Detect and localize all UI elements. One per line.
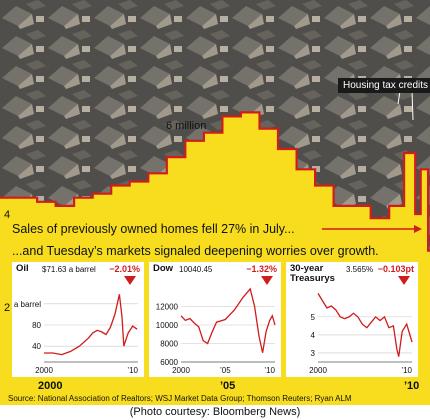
dow-title: Dow: [153, 263, 174, 274]
dow-y-tick: 12000: [156, 303, 179, 312]
dow-series-line: [180, 287, 276, 353]
treasurys-y-tick: 3: [311, 349, 316, 358]
annotation-pointer: [397, 90, 401, 105]
oil-chart: $120 a barrel 80 40 2000 ’10: [12, 294, 139, 375]
dow-y-tick: 6000: [160, 358, 178, 367]
photo-credit: (Photo courtesy: Bloomberg News): [129, 406, 301, 418]
dow-down-arrow-icon: [261, 276, 273, 285]
source-note: Source: National Association of Realtors…: [8, 394, 352, 403]
oil-panel: $120 a barrel 80 40 2000 ’10 Oil $71.63 a ba…: [12, 262, 144, 377]
dow-y-tick: 8000: [160, 340, 178, 349]
dow-panel: 12000 10000 8000 6000 2000 ’05 ’10 Dow 10040.4…: [149, 262, 281, 377]
y-tick-4: 4: [4, 209, 11, 221]
oil-x-tick: ’10: [127, 366, 138, 375]
x-tick-10: ’10: [404, 380, 420, 392]
oil-title: Oil: [16, 263, 29, 274]
treasurys-y-tick: 5: [311, 313, 316, 322]
home-sales-line: [0, 111, 430, 252]
headline-2: ...and Tuesday’s markets signaled deepen…: [12, 244, 379, 258]
dow-x-tick: ’10: [264, 366, 275, 375]
oil-series-line: [44, 294, 138, 356]
oil-y-tick: 40: [32, 342, 41, 351]
unit-label: 6 million: [166, 120, 207, 132]
dow-change: −1.32%: [246, 264, 277, 274]
oil-change: −2.01%: [109, 264, 140, 274]
x-tick-2000: 2000: [38, 380, 63, 392]
oil-down-arrow-icon: [124, 276, 136, 285]
treasurys-yield: 3.565%: [346, 265, 374, 274]
home-sales-area-chart: [0, 0, 430, 405]
oil-x-tick: 2000: [35, 366, 53, 375]
treasurys-x-tick: ’10: [401, 366, 412, 375]
dow-price: 10040.45: [179, 265, 213, 274]
infographic: 6 million Housing tax credits 4 2 Sales …: [0, 0, 430, 405]
headline-arrow-head: [414, 225, 422, 233]
x-tick-05: ’05: [220, 380, 236, 392]
dow-x-tick: 2000: [172, 366, 190, 375]
treasurys-x-tick: 2000: [309, 366, 327, 375]
oil-y-tick: 80: [32, 321, 41, 330]
treasurys-title: 30-year Treasurys: [290, 263, 335, 284]
treasurys-series-line: [317, 293, 413, 357]
headline-1: Sales of previously owned homes fell 27%…: [12, 222, 295, 236]
oil-price: $71.63 a barrel: [42, 265, 96, 274]
tax-credit-annotation: Housing tax credits: [338, 78, 430, 93]
y-tick-2: 2: [4, 302, 11, 314]
annotation-pointer-2: [411, 90, 414, 121]
dow-y-tick: 10000: [156, 321, 179, 330]
oil-y-tick: $120 a barrel: [12, 300, 41, 309]
treasurys-down-arrow-icon: [398, 276, 410, 285]
treasurys-change: −0.103pt: [377, 264, 414, 274]
treasurys-y-tick: 4: [311, 331, 316, 340]
treasurys-chart: 5 4 3 2000 ’10: [309, 293, 413, 375]
dow-x-tick: ’05: [220, 366, 231, 375]
treasurys-panel: 5 4 3 2000 ’10 30-year Treasurys 3.565% −0.1…: [286, 262, 418, 377]
